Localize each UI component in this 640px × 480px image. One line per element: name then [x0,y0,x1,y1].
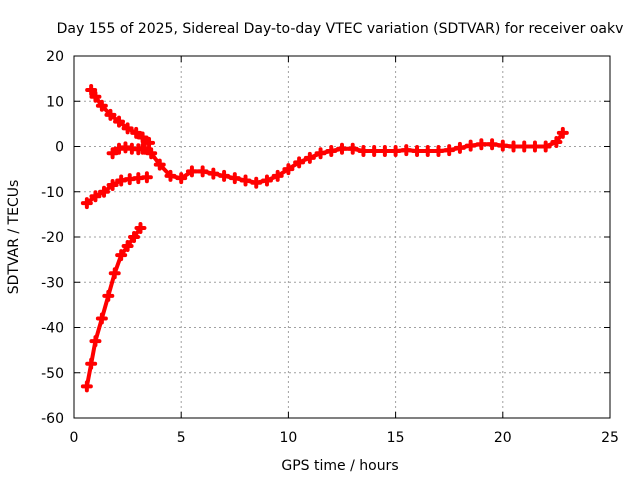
data-point [145,147,158,160]
y-tick-label: 10 [46,94,64,110]
data-point [260,174,273,187]
data-point [80,197,93,210]
series-main-track [136,126,569,189]
x-axis-label: GPS time / hours [281,458,398,474]
y-tick-label: -30 [41,275,64,291]
data-point [80,380,93,393]
data-point [98,185,111,198]
data-point [115,249,128,262]
data-point [140,171,153,184]
y-tick-label: 20 [46,49,64,65]
data-point [138,142,151,155]
data-point [85,83,98,96]
data-point [250,176,263,189]
series-middle-arc [106,141,151,160]
data-point [293,156,306,169]
y-tick-label: -40 [41,321,64,337]
y-tick-label: -20 [41,230,64,246]
y-tick-label: -50 [41,366,64,382]
x-tick-label: 0 [70,430,79,446]
data-point [550,135,563,148]
series-rising-low-arc [80,221,147,393]
data-point [95,99,108,112]
y-tick-label: 0 [55,140,64,156]
series-lower-arc [80,171,153,210]
data-point [218,169,231,182]
data-point [128,231,141,243]
data-point [314,147,327,160]
data-point [528,140,541,153]
data-point [89,335,102,348]
series-line [140,130,565,185]
data-point [336,142,348,155]
data-point [507,140,520,153]
data-point [106,178,119,191]
chart-title: Day 155 of 2025, Sidereal Day-to-day VTE… [57,21,624,37]
data-point [518,140,531,153]
data-point [421,145,434,158]
data-point [303,151,316,164]
data-point [136,131,149,144]
grid [74,56,610,418]
data-point [496,139,509,152]
data-point [106,147,119,160]
data-point [153,158,166,171]
data-point [175,172,188,185]
data-point [121,240,134,253]
x-tick-label: 20 [494,430,512,446]
data-point [271,169,284,182]
y-axis-label: SDTVAR / TECUs [6,180,22,295]
data-point [357,145,370,158]
data-point [108,267,121,280]
data-point [102,289,115,302]
data-point [539,140,552,153]
data-point [325,145,338,158]
data-point [443,144,456,157]
axis-ticks: 0 5 10 15 20 25 -60 -50 -40 -30 -20 -10 0 10 20 [41,49,619,446]
y-tick-label: -60 [41,411,64,427]
data-point [164,169,177,182]
data-point [121,122,134,135]
data-point [346,142,359,155]
y-tick-label: -10 [41,185,64,201]
data-point [282,163,295,176]
data-point [486,138,499,151]
data-point [239,174,252,187]
data-point [89,190,102,203]
x-tick-label: 5 [177,430,186,446]
data-point [228,172,241,185]
x-tick-label: 15 [387,430,405,446]
data-point [85,357,98,370]
data-point [185,165,198,178]
x-tick-label: 10 [279,430,297,446]
series-layer [80,83,569,393]
data-point [132,172,145,185]
data-point [95,312,108,325]
data-point [143,136,156,149]
data-point [556,126,569,139]
data-point [134,221,147,234]
data-point [400,144,413,157]
data-point [113,115,126,128]
data-point [464,139,477,152]
series-descending-upper-arc [85,83,156,149]
data-point [130,126,143,139]
data-point [475,138,488,151]
x-tick-label: 25 [601,430,619,446]
data-point [115,174,128,187]
data-point [453,141,466,154]
data-point [104,108,117,121]
data-point [378,145,391,158]
data-point [368,145,381,158]
series-line [84,225,143,389]
data-point [196,165,209,178]
data-point [89,90,102,103]
data-point [411,145,424,158]
data-point [207,167,220,180]
data-point [123,173,136,186]
data-point [389,145,402,158]
data-point [432,145,445,158]
